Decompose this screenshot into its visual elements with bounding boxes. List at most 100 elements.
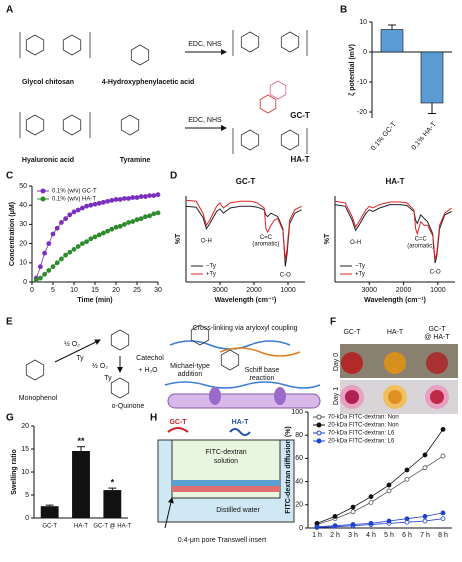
label: @ HA-T bbox=[424, 334, 450, 341]
marker bbox=[46, 268, 52, 273]
gel bbox=[388, 390, 402, 404]
label: Day 0 bbox=[333, 353, 340, 371]
error-bar bbox=[108, 487, 117, 491]
marker bbox=[46, 241, 52, 247]
marker bbox=[138, 194, 144, 199]
series-line bbox=[185, 199, 302, 260]
label: HA-T bbox=[387, 329, 404, 336]
y-tick-label: -20 bbox=[357, 109, 367, 116]
marker bbox=[422, 518, 428, 524]
marker bbox=[368, 500, 374, 505]
legend-marker bbox=[316, 438, 322, 444]
series-line bbox=[316, 518, 444, 528]
marker bbox=[54, 225, 60, 231]
y-tick-label: 100 bbox=[291, 409, 303, 416]
y-tick-label: 10 bbox=[21, 469, 29, 476]
marker bbox=[314, 524, 320, 530]
label: Tyramine bbox=[120, 157, 151, 164]
y-axis-label: %T bbox=[175, 233, 182, 244]
legend-label: +Ty bbox=[355, 272, 365, 278]
y-tick-label: 20 bbox=[21, 423, 29, 430]
series-line bbox=[316, 429, 444, 524]
x-tick-label: 0.1% GC-T bbox=[370, 120, 398, 152]
label: reaction bbox=[250, 375, 275, 382]
x-axis-label: Time (min) bbox=[77, 297, 112, 304]
marker bbox=[80, 205, 85, 211]
ring bbox=[25, 34, 45, 56]
icon bbox=[167, 427, 189, 433]
annotation: C-O bbox=[430, 269, 441, 275]
x-tick-label: 25 bbox=[133, 287, 141, 294]
gel bbox=[430, 390, 444, 404]
bar bbox=[40, 506, 59, 519]
marker bbox=[105, 228, 110, 234]
marker bbox=[126, 196, 132, 201]
x-tick-label: 4 h bbox=[366, 532, 376, 539]
panel-label: D bbox=[170, 171, 177, 182]
marker bbox=[117, 197, 123, 202]
label: Cross-linking via aryloxyl coupling bbox=[192, 325, 297, 332]
marker bbox=[96, 232, 102, 238]
gel bbox=[384, 352, 406, 374]
legend-label: 20-kDa FITC-dextran: L6 bbox=[328, 439, 395, 445]
marker bbox=[109, 226, 115, 232]
y-axis-label: %T bbox=[324, 233, 331, 244]
marker bbox=[368, 494, 374, 500]
marker bbox=[134, 195, 140, 200]
x-axis-label: Wavelength (cm⁻¹) bbox=[215, 297, 277, 304]
label: o-Quinone bbox=[112, 403, 145, 410]
marker bbox=[59, 256, 64, 262]
arrow bbox=[54, 339, 101, 363]
y-tick-label: 40 bbox=[295, 478, 303, 485]
bar bbox=[380, 29, 404, 53]
x-tick-label: 2 h bbox=[330, 532, 340, 539]
label: solution bbox=[214, 458, 238, 465]
annotation: C=C bbox=[260, 235, 273, 241]
annotation: C=C bbox=[415, 237, 428, 243]
x-tick-label: GC-T @ HA-T bbox=[93, 524, 131, 530]
label: FITC-dextran bbox=[205, 449, 246, 456]
ring bbox=[62, 114, 82, 136]
label: EDC, NHS bbox=[188, 117, 222, 124]
x-tick-label: 3 h bbox=[348, 532, 358, 539]
ring bbox=[240, 31, 260, 53]
marker bbox=[350, 509, 356, 515]
y-axis-label: Concentration (μM) bbox=[9, 202, 16, 266]
marker bbox=[38, 264, 43, 270]
y-tick-label: 60 bbox=[295, 455, 303, 462]
marker bbox=[88, 236, 94, 242]
marker bbox=[440, 453, 446, 459]
bar bbox=[420, 51, 444, 104]
x-tick-label: 30 bbox=[154, 287, 162, 294]
x-tick-label: 5 bbox=[51, 287, 55, 294]
marker bbox=[71, 246, 77, 252]
label: ½ O₂ bbox=[92, 362, 108, 370]
label: Glycol chitosan bbox=[22, 79, 74, 86]
marker bbox=[84, 203, 89, 209]
label: EDC, NHS bbox=[188, 41, 222, 48]
marker bbox=[42, 250, 47, 256]
marker bbox=[113, 197, 119, 202]
chart-title: GC-T bbox=[236, 177, 256, 186]
series-line bbox=[185, 205, 302, 267]
marker bbox=[92, 201, 98, 207]
y-tick-label: 20 bbox=[295, 502, 303, 509]
marker bbox=[67, 249, 73, 255]
marker bbox=[368, 520, 374, 526]
panel-label: C bbox=[6, 171, 13, 182]
marker bbox=[105, 198, 110, 204]
ring bbox=[25, 114, 45, 136]
membrane bbox=[167, 393, 321, 409]
y-tick-label: 0 bbox=[25, 515, 29, 522]
gel-layer bbox=[172, 486, 280, 492]
label: Day 1 bbox=[333, 387, 340, 405]
legend-marker bbox=[316, 414, 322, 420]
ring bbox=[259, 94, 277, 114]
marker bbox=[440, 516, 446, 522]
x-tick-label: 5 h bbox=[384, 532, 394, 539]
marker bbox=[422, 465, 428, 471]
label: Monophenol bbox=[19, 395, 58, 402]
marker bbox=[422, 514, 428, 519]
panel-label: H bbox=[150, 413, 157, 424]
panel-labels: A B C D E F G H bbox=[6, 5, 347, 424]
